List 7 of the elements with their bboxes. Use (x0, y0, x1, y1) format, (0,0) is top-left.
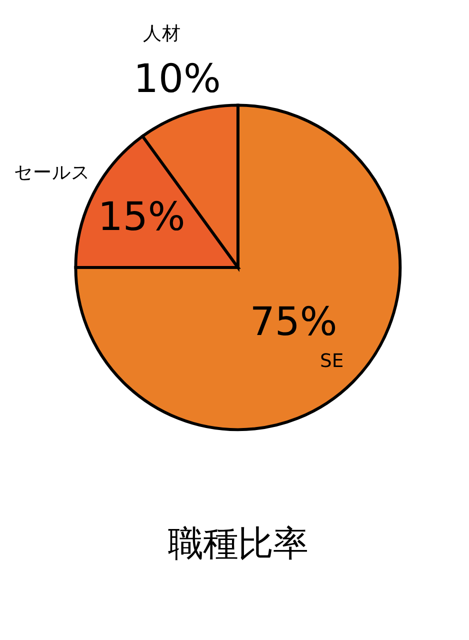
slice-label: 人材 (142, 24, 181, 45)
slice-label: セールス (14, 162, 90, 184)
text: 職種比率 (168, 524, 308, 565)
data-label: 75% (250, 300, 338, 345)
data-label: 10% (133, 57, 221, 102)
data-label: 15% (98, 195, 186, 240)
slice-label: SE (320, 351, 344, 372)
